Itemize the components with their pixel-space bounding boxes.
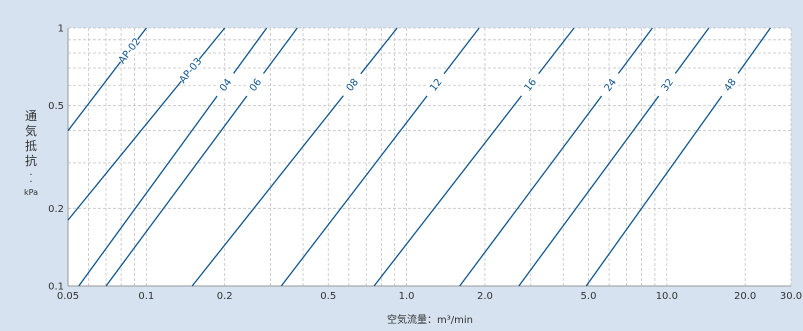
x-tick-label: 10.0: [656, 291, 678, 302]
x-tick-label: 20.0: [734, 291, 756, 302]
series-line-24: [459, 27, 653, 287]
y-title-char: 抗: [25, 153, 37, 168]
series-label-mask: [421, 69, 450, 100]
y-title-unit: kPa: [24, 188, 38, 197]
x-tick-label: 1.0: [399, 291, 415, 302]
series-label-mask: [716, 69, 744, 100]
y-tick-label: 1: [58, 24, 64, 35]
series-line-16: [373, 27, 575, 287]
x-tick-label: 30.0: [780, 291, 802, 302]
series-line-12: [280, 27, 480, 287]
x-tick-label: 0.5: [320, 291, 336, 302]
y-tick-label: 0.5: [48, 101, 64, 112]
x-tick-label: 0.2: [217, 291, 233, 302]
plot-background: [68, 28, 791, 286]
x-tick-label: 0.1: [138, 291, 154, 302]
y-title-char: 通: [25, 109, 37, 123]
series-line-32: [518, 27, 710, 287]
series-label-mask: [241, 69, 269, 100]
y-title-char: 気: [25, 123, 37, 138]
series-line-06: [105, 27, 298, 287]
series-label-mask: [596, 69, 624, 100]
y-tick-label: 0.1: [48, 282, 64, 293]
y-title-char: ·: [29, 177, 32, 188]
y-title-char: ·: [29, 170, 32, 181]
series-line-08: [191, 27, 398, 287]
series-line-48: [585, 27, 771, 287]
x-tick-label: 0.05: [57, 291, 79, 302]
x-axis-title: 空気流量：m³/min: [387, 313, 473, 326]
y-title-char: 抵: [25, 139, 37, 153]
series-label-mask: [211, 69, 239, 100]
axis-layer: [67, 28, 791, 287]
series-label-mask: [338, 69, 366, 100]
series-label-mask: [516, 69, 544, 100]
y-tick-label: 0.2: [48, 204, 64, 215]
series-label-mask: [115, 35, 143, 66]
tick-label-layer: 0.05 0.1 0.2 0.5 1.0 2.0 5.0 10.0 20.0 30.00.10.2…: [48, 24, 802, 303]
series-label-mask: [653, 69, 681, 100]
x-tick-label: 5.0: [581, 291, 597, 302]
x-tick-label: 2.0: [477, 291, 493, 302]
series-label-mask: [176, 55, 205, 86]
series-line-04: [78, 27, 268, 287]
